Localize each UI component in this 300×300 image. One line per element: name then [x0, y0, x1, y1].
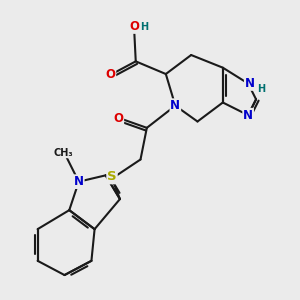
Text: H: H — [257, 84, 266, 94]
Text: CH₃: CH₃ — [54, 148, 74, 158]
Text: H: H — [140, 22, 148, 32]
Text: O: O — [113, 112, 123, 125]
Text: N: N — [243, 109, 253, 122]
Text: N: N — [74, 175, 84, 188]
Text: O: O — [129, 20, 139, 33]
Text: O: O — [105, 68, 116, 80]
Text: N: N — [170, 99, 180, 112]
Text: N: N — [245, 77, 255, 90]
Text: S: S — [107, 170, 117, 183]
